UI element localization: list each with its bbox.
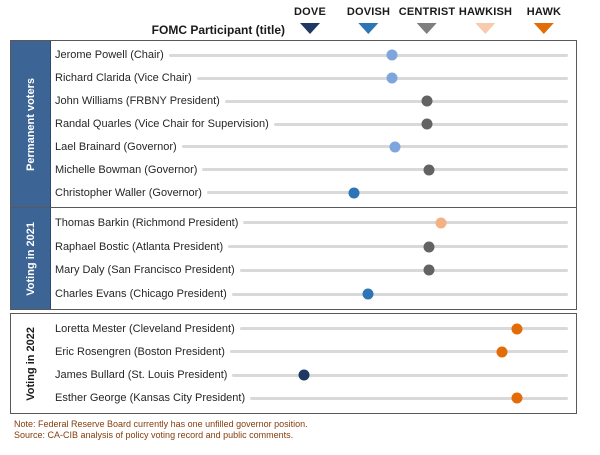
participant-row: Jerome Powell (Chair) — [51, 44, 576, 67]
participant-name: James Bullard (St. Louis President) — [55, 369, 228, 382]
stance-track — [239, 327, 568, 331]
participant-name: Esther George (Kansas City President) — [55, 392, 246, 405]
stance-track — [273, 122, 568, 126]
participant-name: Michelle Bowman (Governor) — [55, 163, 198, 176]
scale-mark-centrist: CENTRIST — [399, 6, 456, 34]
participant-row: Charles Evans (Chicago President) — [51, 282, 576, 306]
triangle-marker-icon — [533, 23, 554, 34]
participant-name: Charles Evans (Chicago President) — [55, 288, 227, 301]
scale-label: DOVE — [294, 6, 327, 18]
triangle-marker-icon — [358, 23, 379, 34]
participant-name: Richard Clarida (Vice Chair) — [55, 72, 192, 85]
participant-row: Esther George (Kansas City President) — [51, 387, 576, 410]
stance-dot — [423, 264, 435, 276]
participant-column-header: FOMC Participant (title) — [151, 23, 285, 37]
scale-label: DOVISH — [346, 6, 391, 18]
stance-dot — [386, 49, 398, 61]
stance-dot — [435, 217, 447, 229]
section-rows: Jerome Powell (Chair) Richard Clarida (Vi… — [51, 41, 576, 207]
participant-name: Lael Brainard (Governor) — [55, 140, 177, 153]
stance-track — [228, 245, 568, 249]
stance-dot — [496, 346, 508, 358]
stance-track — [168, 53, 568, 57]
stance-track — [243, 221, 568, 225]
scale-mark-hawkish: HAWKISH — [459, 6, 512, 34]
stance-track — [202, 168, 568, 172]
participant-row: Loretta Mester (Cleveland President) — [51, 317, 576, 340]
source-text: Source: CA-CIB analysis of policy voting… — [14, 430, 294, 440]
triangle-marker-icon — [475, 23, 496, 34]
stance-dot — [298, 369, 310, 381]
stance-dot — [421, 95, 433, 107]
stance-dot — [386, 72, 398, 84]
stance-dot — [362, 288, 374, 300]
scale-mark-dove: DOVE — [294, 6, 326, 34]
section-rows: Loretta Mester (Cleveland President) Eric… — [51, 314, 576, 413]
participant-name: Christopher Waller (Governor) — [55, 186, 202, 199]
stance-dot — [423, 164, 435, 176]
participant-row: Mary Daly (San Francisco President) — [51, 259, 576, 283]
participant-name: Mary Daly (San Francisco President) — [55, 264, 235, 277]
scale-label: HAWK — [526, 6, 562, 18]
stance-dot — [389, 141, 401, 153]
scale-label: CENTRIST — [398, 6, 456, 18]
stance-track — [232, 373, 568, 377]
participant-row: Thomas Barkin (Richmond President) — [51, 211, 576, 235]
stance-track — [231, 292, 568, 296]
section-voting-in-2021: Voting in 2021 Thomas Barkin (Richmond Pr… — [10, 207, 577, 310]
stance-track — [196, 76, 568, 80]
participant-row: James Bullard (St. Louis President) — [51, 364, 576, 387]
stance-dot — [511, 323, 523, 335]
participant-name: Randal Quarles (Vice Chair for Supervisi… — [55, 118, 269, 130]
footnotes: Note: Federal Reserve Board currently ha… — [14, 419, 308, 441]
note-text: Note: Federal Reserve Board currently ha… — [14, 419, 308, 429]
participant-row: Michelle Bowman (Governor) — [51, 158, 576, 181]
triangle-marker-icon — [417, 23, 438, 34]
dove-hawk-scale-header: DOVE DOVISH CENTRIST HAWKISH HAWK — [50, 0, 577, 40]
stance-track — [239, 268, 568, 272]
participant-name: Raphael Bostic (Atlanta President) — [55, 240, 224, 253]
scale-mark-dovish: DOVISH — [347, 6, 390, 34]
section-rows: Thomas Barkin (Richmond President) Raphae… — [51, 208, 576, 309]
participant-row: Randal Quarles (Vice Chair for Supervisi… — [51, 113, 576, 136]
participant-row: Christopher Waller (Governor) — [51, 181, 576, 204]
participant-name: Loretta Mester (Cleveland President) — [55, 322, 235, 335]
section-label: Voting in 2022 — [25, 326, 37, 401]
scale-label: HAWKISH — [458, 6, 513, 18]
section-permanent-voters: Permanent voters Jerome Powell (Chair) Ric… — [10, 40, 577, 208]
participant-name: Eric Rosengren (Boston President) — [55, 345, 225, 358]
participant-name: John Williams (FRBNY President) — [55, 95, 220, 108]
stance-dot — [423, 241, 435, 253]
section-label: Voting in 2021 — [24, 221, 37, 296]
stance-dot — [511, 392, 523, 404]
section-label-strip: Permanent voters — [11, 41, 51, 207]
stance-track — [206, 191, 568, 195]
participant-row: Richard Clarida (Vice Chair) — [51, 67, 576, 90]
participant-name: Jerome Powell (Chair) — [55, 49, 164, 62]
stance-dot — [421, 118, 433, 130]
participant-name: Thomas Barkin (Richmond President) — [55, 216, 239, 229]
stance-track — [181, 145, 568, 149]
triangle-marker-icon — [300, 23, 321, 34]
scale-mark-hawk: HAWK — [527, 6, 561, 34]
stance-track — [224, 99, 568, 103]
participant-row: Eric Rosengren (Boston President) — [51, 340, 576, 363]
section-label-strip: Voting in 2022 — [11, 314, 51, 413]
participant-sections: Permanent voters Jerome Powell (Chair) Ric… — [10, 40, 577, 414]
section-label: Permanent voters — [24, 77, 37, 171]
stance-dot — [348, 187, 360, 199]
stance-track — [250, 396, 568, 400]
stance-track — [229, 350, 568, 354]
participant-row: Lael Brainard (Governor) — [51, 135, 576, 158]
section-label-strip: Voting in 2021 — [11, 208, 51, 309]
participant-row: John Williams (FRBNY President) — [51, 90, 576, 113]
section-voting-in-2022: Voting in 2022 Loretta Mester (Cleveland … — [10, 313, 577, 414]
participant-row: Raphael Bostic (Atlanta President) — [51, 235, 576, 259]
